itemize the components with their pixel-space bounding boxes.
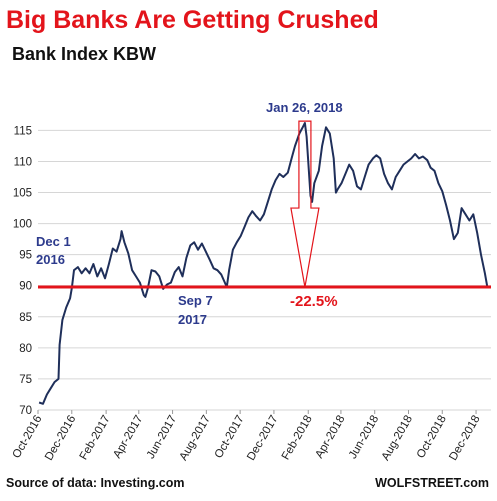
annotation-dec1-line1: Dec 1 xyxy=(36,234,71,249)
chart-subtitle: Bank Index KBW xyxy=(12,44,157,64)
x-tick-label: Feb-2018 xyxy=(280,414,315,463)
x-tick-label: Oct-2017 xyxy=(213,414,247,461)
y-tick-label: 80 xyxy=(19,343,32,355)
x-tick-label: Aug-2017 xyxy=(178,414,213,463)
series-layer xyxy=(38,122,489,405)
x-tick-label: Jun-2017 xyxy=(145,414,179,462)
y-tick-label: 95 xyxy=(19,250,32,262)
brand-label: WOLFSTREET.com xyxy=(375,476,489,490)
series-line-kbw xyxy=(38,122,489,405)
y-tick-label: 115 xyxy=(14,125,32,137)
x-tick-label: Oct-2016 xyxy=(11,414,45,461)
annotation-dec1-line2: 2016 xyxy=(36,252,65,267)
y-tick-label: 105 xyxy=(13,188,32,200)
annotation-jan26: Jan 26, 2018 xyxy=(266,100,343,115)
y-tick-label: 110 xyxy=(14,156,32,168)
gridlines xyxy=(38,129,491,411)
x-tick-label: Apr-2018 xyxy=(313,414,347,461)
x-tick-label: Oct-2018 xyxy=(415,414,449,461)
source-note: Source of data: Investing.com xyxy=(6,476,185,490)
annotation-sep7-line2: 2017 xyxy=(178,312,207,327)
x-tick-label: Aug-2018 xyxy=(380,414,415,463)
annotation-drop-percent: -22.5% xyxy=(290,293,338,310)
annotation-sep7-line1: Sep 7 xyxy=(178,293,213,308)
y-tick-label: 100 xyxy=(13,219,32,231)
y-axis-ticks: 70 75 80 85 90 95 100 105 110 115 xyxy=(13,125,32,417)
x-tick-label: Feb-2017 xyxy=(78,414,113,463)
x-tick-label: Dec-2016 xyxy=(43,414,78,463)
y-tick-label: 85 xyxy=(19,312,32,324)
x-tick-label: Jun-2018 xyxy=(347,414,381,462)
x-tick-label: Dec-2017 xyxy=(245,414,280,463)
y-tick-label: 90 xyxy=(19,281,32,293)
x-tick-label: Apr-2017 xyxy=(111,414,145,461)
y-tick-label: 75 xyxy=(19,374,32,386)
y-tick-label: 70 xyxy=(19,405,32,417)
x-tick-label: Dec-2018 xyxy=(447,414,482,463)
drop-arrow xyxy=(290,120,320,288)
chart-title: Big Banks Are Getting Crushed xyxy=(6,6,379,34)
